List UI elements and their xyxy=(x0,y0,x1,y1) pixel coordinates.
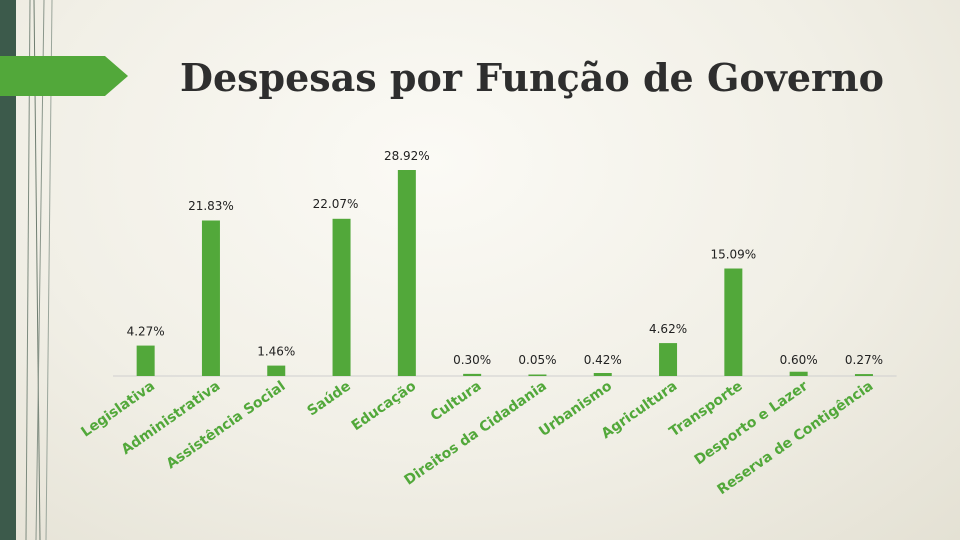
data-label-4: 22.07% xyxy=(313,197,359,211)
data-label-1: 4.27% xyxy=(127,325,165,339)
left-accent-band xyxy=(0,0,16,540)
category-label-5: Educação xyxy=(349,378,420,434)
category-label-6: Cultura xyxy=(428,378,485,424)
bar-11 xyxy=(789,371,808,376)
data-label-2: 21.83% xyxy=(188,199,234,213)
category-label-11: Desporto e Lazer xyxy=(692,378,811,468)
bar-10 xyxy=(724,268,743,376)
slide-title: Despesas por Função de Governo xyxy=(180,55,885,100)
category-label-3: Assistência Social xyxy=(164,378,289,472)
data-label-5: 28.92% xyxy=(384,149,430,163)
data-label-3: 1.46% xyxy=(257,345,295,359)
data-label-6: 0.30% xyxy=(453,353,491,367)
bar-2 xyxy=(201,220,220,376)
data-label-12: 0.27% xyxy=(845,353,883,367)
bar-3 xyxy=(267,365,286,376)
bar-4 xyxy=(332,218,351,376)
bar-6 xyxy=(463,373,482,376)
bar-7 xyxy=(528,374,547,376)
title-accent-tab xyxy=(0,56,128,96)
bar-8 xyxy=(593,373,612,376)
bar-9 xyxy=(659,343,678,376)
category-label-4: Saúde xyxy=(305,378,354,419)
data-label-8: 0.42% xyxy=(584,353,622,367)
data-label-7: 0.05% xyxy=(518,353,556,367)
data-label-10: 15.09% xyxy=(710,248,756,262)
bar-1 xyxy=(136,345,155,376)
data-label-9: 4.62% xyxy=(649,322,687,336)
data-label-11: 0.60% xyxy=(780,353,818,367)
bar-12 xyxy=(854,374,873,376)
bar-5 xyxy=(397,170,416,376)
